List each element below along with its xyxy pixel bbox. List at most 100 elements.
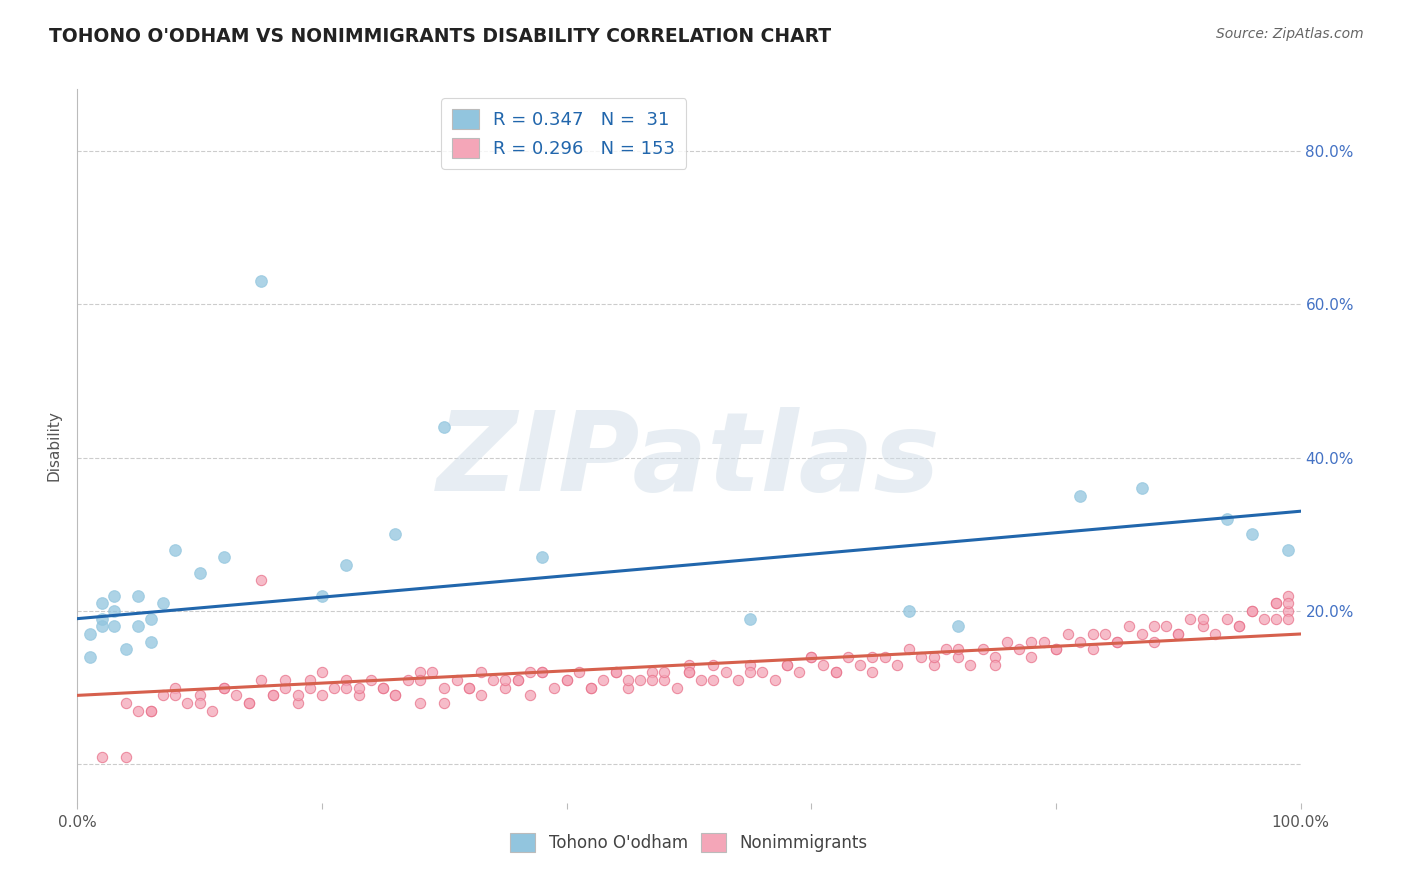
- Point: [152, 596, 174, 610]
- Point: [1154, 619, 1177, 633]
- Point: [946, 642, 969, 657]
- Point: [90, 612, 112, 626]
- Point: [531, 665, 554, 680]
- Point: [837, 650, 859, 665]
- Point: [188, 689, 211, 703]
- Point: [212, 681, 235, 695]
- Point: [250, 673, 273, 687]
- Point: [127, 589, 149, 603]
- Point: [457, 681, 479, 695]
- Point: [298, 673, 321, 687]
- Point: [384, 689, 406, 703]
- Point: [579, 681, 602, 695]
- Point: [995, 634, 1018, 648]
- Point: [519, 689, 541, 703]
- Point: [188, 696, 211, 710]
- Point: [605, 665, 627, 680]
- Point: [139, 704, 162, 718]
- Point: [238, 696, 260, 710]
- Point: [641, 673, 664, 687]
- Point: [751, 665, 773, 680]
- Point: [579, 681, 602, 695]
- Point: [543, 681, 565, 695]
- Point: [678, 665, 700, 680]
- Point: [592, 673, 614, 687]
- Point: [776, 657, 799, 672]
- Point: [922, 650, 945, 665]
- Point: [311, 589, 333, 603]
- Point: [1021, 650, 1043, 665]
- Point: [250, 274, 273, 288]
- Point: [628, 673, 651, 687]
- Point: [654, 673, 676, 687]
- Point: [641, 665, 664, 680]
- Point: [740, 657, 762, 672]
- Point: [946, 650, 969, 665]
- Point: [323, 681, 346, 695]
- Point: [287, 696, 309, 710]
- Point: [727, 673, 749, 687]
- Point: [1057, 627, 1080, 641]
- Point: [1240, 604, 1263, 618]
- Point: [470, 689, 492, 703]
- Point: [984, 657, 1007, 672]
- Point: [1045, 642, 1067, 657]
- Point: [103, 604, 125, 618]
- Point: [678, 657, 700, 672]
- Point: [605, 665, 627, 680]
- Point: [262, 689, 284, 703]
- Point: [702, 673, 724, 687]
- Point: [531, 550, 554, 565]
- Point: [1229, 619, 1251, 633]
- Point: [457, 681, 479, 695]
- Point: [824, 665, 846, 680]
- Point: [702, 657, 724, 672]
- Legend: Tohono O'odham, Nonimmigrants: Tohono O'odham, Nonimmigrants: [503, 827, 875, 859]
- Point: [238, 696, 260, 710]
- Point: [482, 673, 505, 687]
- Point: [531, 665, 554, 680]
- Point: [740, 612, 762, 626]
- Point: [90, 749, 112, 764]
- Point: [800, 650, 823, 665]
- Point: [79, 650, 101, 665]
- Point: [1081, 642, 1104, 657]
- Point: [165, 689, 187, 703]
- Point: [470, 665, 492, 680]
- Point: [274, 681, 297, 695]
- Point: [1277, 604, 1299, 618]
- Point: [127, 619, 149, 633]
- Point: [1253, 612, 1275, 626]
- Point: [862, 650, 884, 665]
- Point: [1094, 627, 1116, 641]
- Point: [347, 681, 370, 695]
- Point: [898, 604, 921, 618]
- Point: [763, 673, 786, 687]
- Point: [519, 665, 541, 680]
- Point: [446, 673, 468, 687]
- Point: [1191, 619, 1213, 633]
- Point: [1107, 634, 1129, 648]
- Point: [433, 681, 456, 695]
- Point: [115, 696, 138, 710]
- Point: [946, 619, 969, 633]
- Point: [225, 689, 247, 703]
- Point: [335, 558, 357, 572]
- Point: [384, 527, 406, 541]
- Point: [1277, 612, 1299, 626]
- Point: [139, 612, 162, 626]
- Point: [1265, 596, 1288, 610]
- Point: [568, 665, 591, 680]
- Point: [1167, 627, 1189, 641]
- Point: [1204, 627, 1226, 641]
- Point: [1069, 634, 1091, 648]
- Point: [1229, 619, 1251, 633]
- Point: [555, 673, 578, 687]
- Y-axis label: Disability: Disability: [46, 410, 62, 482]
- Point: [1277, 542, 1299, 557]
- Point: [776, 657, 799, 672]
- Point: [506, 673, 529, 687]
- Point: [115, 749, 138, 764]
- Point: [384, 689, 406, 703]
- Text: TOHONO O'ODHAM VS NONIMMIGRANTS DISABILITY CORRELATION CHART: TOHONO O'ODHAM VS NONIMMIGRANTS DISABILI…: [49, 27, 831, 45]
